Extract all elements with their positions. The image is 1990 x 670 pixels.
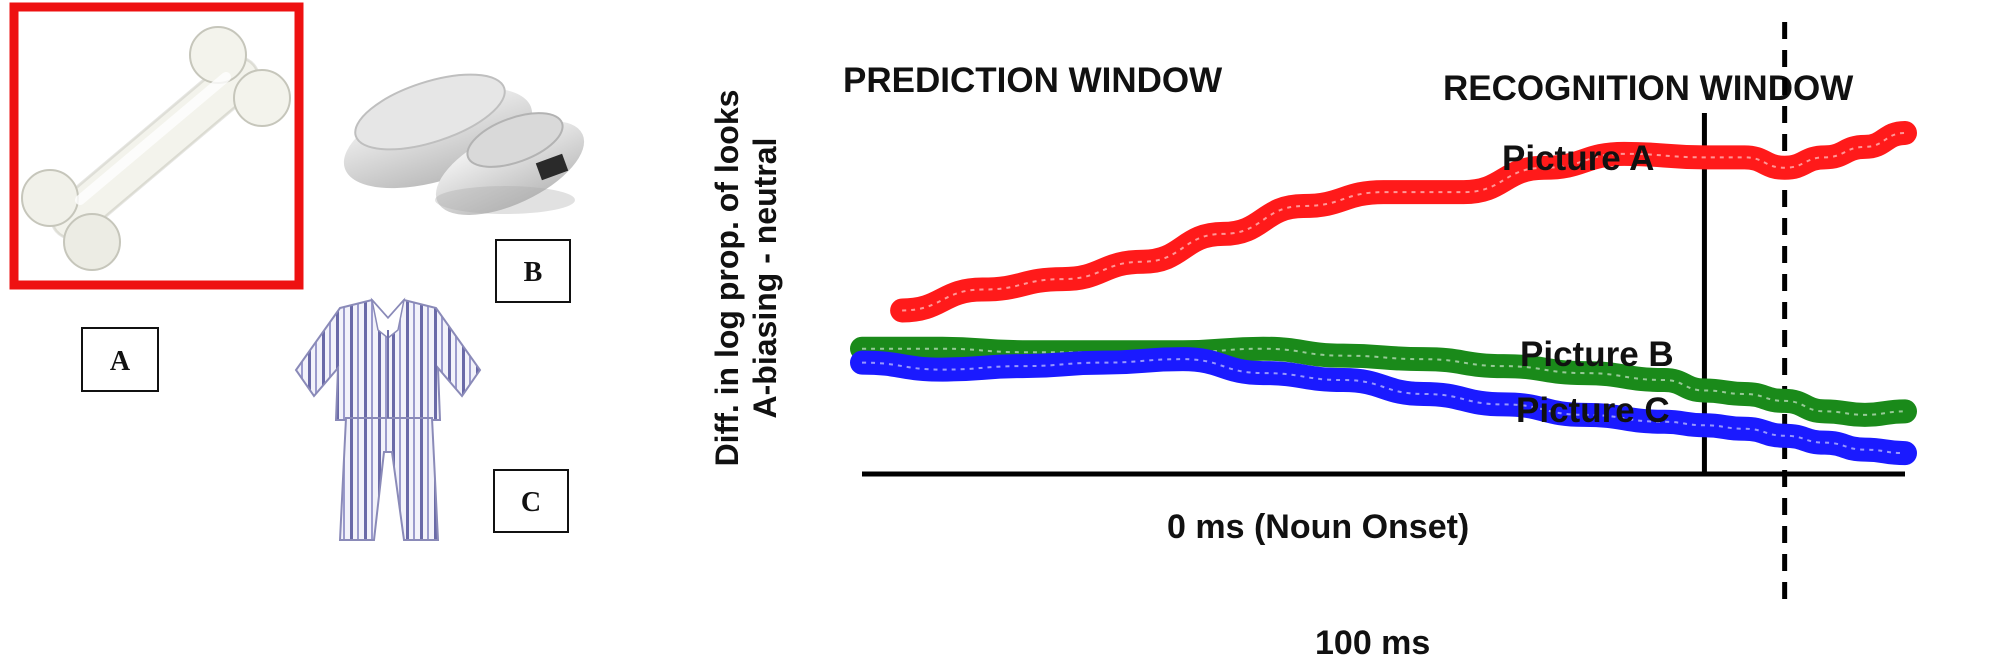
- y-axis-label-line1: Diff. in log prop. of looks: [709, 90, 745, 467]
- picture-b: B: [343, 73, 585, 303]
- pajamas-icon: [294, 297, 482, 541]
- series-label-picture-a: Picture A: [1502, 139, 1654, 178]
- series-layer: [850, 120, 1917, 466]
- picture-c-label-box: [493, 469, 569, 533]
- noun-onset-label: 0 ms (Noun Onset): [1167, 508, 1469, 546]
- prediction-window-label: PREDICTION WINDOW: [843, 61, 1222, 100]
- series-band-picture-c: [850, 347, 1917, 466]
- picture-b-label-box: [495, 239, 571, 303]
- series-label-picture-b: Picture B: [1520, 335, 1674, 374]
- y-axis-label-line2: A-biasing - neutral: [747, 138, 783, 419]
- series-labels: Picture A Picture B Picture C: [1502, 139, 1674, 430]
- picture-c: C: [294, 297, 569, 541]
- picture-a-label: A: [110, 346, 131, 377]
- recognition-window-label: RECOGNITION WINDOW: [1443, 69, 1853, 108]
- shift-100ms-label: 100 ms: [1315, 624, 1430, 662]
- bone-icon: [21, 26, 291, 271]
- slippers-icon: [343, 73, 585, 215]
- series-line-picture-c: [861, 358, 1906, 455]
- chart: Diff. in log prop. of looks A-biasing - …: [709, 22, 1917, 662]
- picture-a-label-box: [81, 327, 159, 392]
- series-band-picture-a: [890, 120, 1917, 323]
- series-label-picture-c: Picture C: [1516, 391, 1670, 430]
- picture-b-label: B: [524, 257, 543, 288]
- picture-a: A: [9, 2, 304, 392]
- series-line-picture-a: [902, 131, 1906, 312]
- picture-c-label: C: [521, 487, 541, 518]
